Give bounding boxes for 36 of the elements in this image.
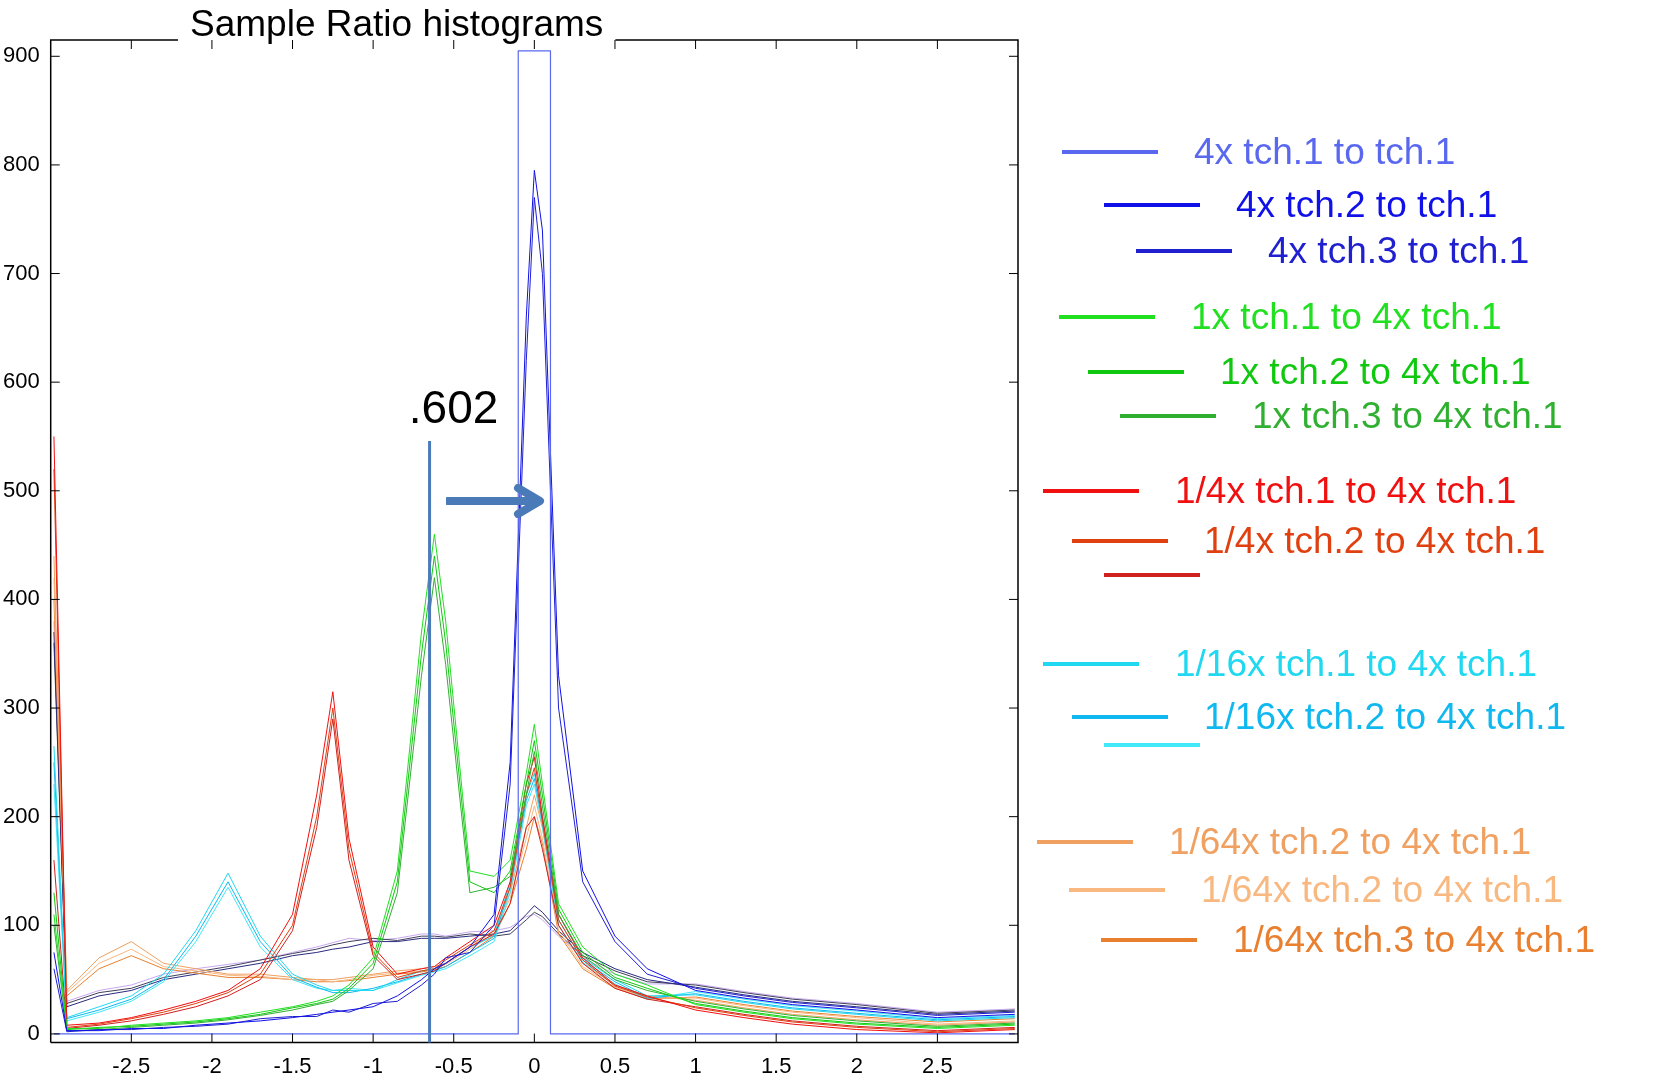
legend-label: 1x tch.3 to 4x tch.1 xyxy=(1252,395,1563,436)
x-tick-label: -2 xyxy=(202,1052,222,1078)
legend-label: 1x tch.1 to 4x tch.1 xyxy=(1191,296,1502,337)
x-tick-label: -0.5 xyxy=(434,1052,473,1078)
legend-label: 1/64x tch.2 to 4x tch.1 xyxy=(1169,821,1531,862)
y-tick-label: 100 xyxy=(2,911,40,937)
legend-label: 4x tch.2 to tch.1 xyxy=(1236,184,1498,225)
chart-title: Sample Ratio histograms xyxy=(190,3,604,45)
x-tick-label: 2.5 xyxy=(922,1052,953,1078)
x-tick-label: 0 xyxy=(528,1052,541,1078)
x-tick-label: 1.5 xyxy=(760,1052,792,1078)
legend-label: 1/64x tch.3 to 4x tch.1 xyxy=(1233,919,1595,960)
y-tick-label: 200 xyxy=(2,802,40,828)
y-tick-label: 0 xyxy=(27,1019,40,1045)
y-tick-label: 300 xyxy=(2,694,40,720)
y-tick-label: 900 xyxy=(2,42,40,68)
x-tick-label: 0.5 xyxy=(599,1052,631,1078)
legend-label: 1/64x tch.2 to 4x tch.1 xyxy=(1201,869,1563,910)
y-tick-label: 600 xyxy=(2,368,40,394)
legend-label: 4x tch.1 to tch.1 xyxy=(1194,131,1456,172)
x-tick-label: -2.5 xyxy=(112,1052,151,1078)
y-tick-label: 400 xyxy=(2,585,40,611)
legend-label: 1/16x tch.2 to 4x tch.1 xyxy=(1204,696,1566,737)
legend-label: 1x tch.2 to 4x tch.1 xyxy=(1220,351,1531,392)
x-tick-label: -1.5 xyxy=(273,1052,312,1078)
x-tick-label: -1 xyxy=(363,1052,383,1078)
legend-label: 1/4x tch.1 to 4x tch.1 xyxy=(1175,470,1517,511)
x-tick-label: 2 xyxy=(850,1052,863,1078)
legend-label: 4x tch.3 to tch.1 xyxy=(1268,230,1530,271)
y-tick-label: 800 xyxy=(2,150,40,176)
y-tick-label: 500 xyxy=(2,476,40,502)
y-tick-label: 700 xyxy=(2,259,40,285)
annotation: .602 xyxy=(408,380,499,433)
legend-label: 1/16x tch.1 to 4x tch.1 xyxy=(1175,643,1537,684)
x-tick-label: 1 xyxy=(689,1052,702,1078)
legend-label: 1/4x tch.2 to 4x tch.1 xyxy=(1204,520,1546,561)
